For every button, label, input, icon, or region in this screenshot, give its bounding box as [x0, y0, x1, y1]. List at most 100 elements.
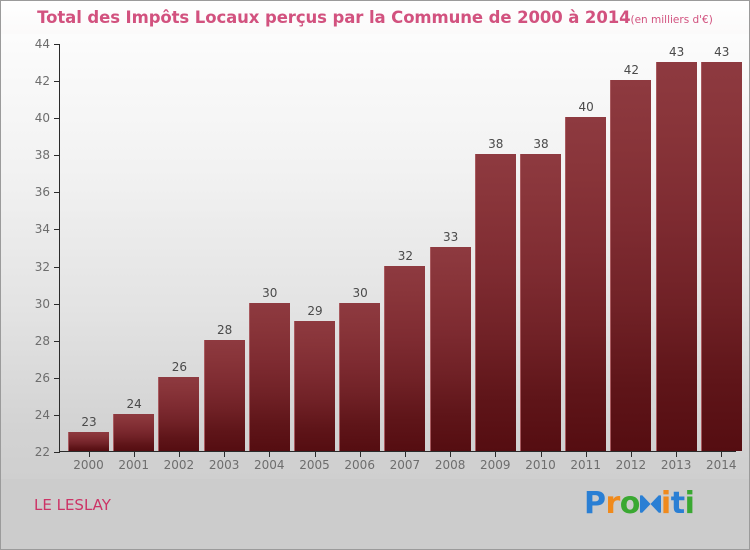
x-tick-label: 2004 [254, 458, 285, 472]
bar-value-label: 43 [668, 44, 685, 59]
x-tick-label: 2012 [615, 458, 647, 472]
bar-slot: 24 2001 [113, 44, 155, 472]
bar-slot: 29 2005 [294, 44, 335, 472]
logo-letter-t: t [670, 486, 685, 521]
y-tick-mark [54, 452, 60, 453]
y-tick-mark [54, 229, 60, 231]
bar-slot: 43 2013 [655, 44, 697, 472]
bar-value-label: 32 [397, 248, 414, 263]
bar-slot: 38 2010 [520, 44, 561, 472]
x-tick-label: 2007 [389, 458, 421, 472]
chart-title: Total des Impôts Locaux perçus par la Co… [37, 8, 631, 27]
x-tick-label: 2010 [525, 458, 556, 472]
y-axis-line [59, 44, 60, 452]
y-tick-mark [54, 155, 60, 157]
x-tick-mark [133, 452, 135, 457]
y-tick-mark [54, 118, 60, 120]
y-tick-label: 28 [34, 333, 50, 348]
logo-letter-p: P [584, 486, 606, 521]
y-tick-label: 34 [34, 222, 50, 237]
bar-value-label: 28 [216, 322, 233, 337]
bar-value-label: 33 [442, 230, 459, 244]
x-tick-label: 2005 [299, 458, 330, 472]
commune-name-label: LE LESLAY [34, 496, 111, 514]
y-tick-label: 24 [34, 407, 50, 422]
bar-2003[interactable]: 28 [203, 323, 245, 451]
y-tick-label: 42 [34, 74, 50, 89]
x-tick-label: 2011 [570, 458, 601, 472]
bar-2007[interactable]: 32 [384, 249, 426, 451]
y-tick-label: 32 [34, 259, 50, 274]
x-tick-mark [721, 452, 723, 457]
y-tick-label: 44 [34, 37, 50, 51]
x-tick-mark [630, 452, 632, 457]
bar-slot: 40 2011 [565, 44, 607, 472]
bar-2006[interactable]: 30 [339, 286, 381, 451]
bar-slot: 33 2008 [429, 44, 471, 472]
bar-slot: 38 2009 [474, 44, 516, 472]
x-tick-mark [676, 452, 678, 457]
bar-value-label: 30 [352, 285, 368, 300]
bar-slot: 43 2014 [700, 44, 742, 472]
x-tick-mark [224, 452, 226, 457]
logo-letter-r: r [605, 486, 621, 521]
x-tick-label: 2001 [118, 458, 149, 472]
bar-2008[interactable]: 33 [429, 230, 471, 451]
y-tick-label: 40 [34, 111, 50, 126]
y-tick-mark [54, 192, 60, 194]
plot-panel: 22 24 26 28 30 32 34 36 38 40 42 44 23 2000 24 2001 26 2… [1, 34, 749, 479]
y-tick-mark [54, 340, 60, 342]
bar-2000[interactable]: 23 [68, 415, 109, 451]
bar-value-label: 40 [578, 100, 594, 115]
x-tick-label: 2014 [706, 458, 737, 472]
bar-value-label: 38 [533, 137, 549, 152]
chart-title-band: Total des Impôts Locaux perçus par la Co… [1, 1, 749, 34]
bar-value-label: 29 [307, 304, 323, 319]
logo-letter-i2: i [684, 486, 695, 521]
bar-2011[interactable]: 40 [565, 100, 607, 451]
footer: LE LESLAY [1, 479, 749, 549]
bar-2012[interactable]: 42 [610, 63, 652, 451]
proxiti-logo[interactable]: Pro iti [584, 486, 695, 521]
bar-slot: 42 2012 [610, 44, 652, 472]
y-tick-mark [54, 377, 60, 379]
bar-2001[interactable]: 24 [113, 397, 155, 451]
bar-2002[interactable]: 26 [158, 360, 200, 451]
x-axis-line [59, 451, 736, 452]
bar-2005[interactable]: 29 [294, 304, 335, 451]
bar-slot: 32 2007 [384, 44, 426, 472]
x-tick-mark [404, 452, 406, 457]
plot-axes: 22 24 26 28 30 32 34 36 38 40 42 44 23 2000 24 2001 26 2… [35, 37, 742, 472]
x-tick-mark [88, 452, 90, 457]
x-tick-mark [585, 452, 587, 457]
y-tick-label: 26 [34, 370, 50, 385]
bar-value-label: 23 [81, 415, 97, 430]
x-tick-mark [540, 452, 542, 457]
chart-subtitle-units: (en milliers d'€) [630, 13, 713, 26]
x-tick-label: 2008 [434, 458, 466, 472]
bar-value-label: 24 [126, 396, 142, 411]
x-tick-mark [359, 452, 361, 457]
x-tick-mark [314, 452, 316, 457]
bar-value-label: 26 [171, 359, 188, 374]
x-tick-label: 2013 [660, 458, 692, 472]
bar-slot: 23 2000 [68, 44, 109, 472]
y-tick-label: 36 [34, 185, 50, 200]
bar-slot: 28 2003 [203, 44, 245, 472]
bar-2010[interactable]: 38 [520, 137, 561, 451]
x-tick-label: 2000 [73, 458, 104, 472]
bar-2009[interactable]: 38 [474, 137, 516, 451]
bar-2013[interactable]: 43 [655, 45, 697, 451]
y-tick-mark [54, 414, 60, 416]
x-tick-mark [495, 452, 497, 457]
logo-letter-i1: i [660, 486, 671, 521]
bar-value-label: 38 [488, 137, 504, 152]
x-tick-mark [178, 452, 180, 457]
y-tick-label: 38 [34, 148, 50, 163]
logo-bowtie-x-icon [639, 489, 661, 519]
bar-value-label: 30 [262, 285, 278, 300]
bar-2014[interactable]: 43 [700, 45, 742, 451]
y-tick-mark [54, 44, 60, 45]
bar-2004[interactable]: 30 [248, 286, 290, 451]
